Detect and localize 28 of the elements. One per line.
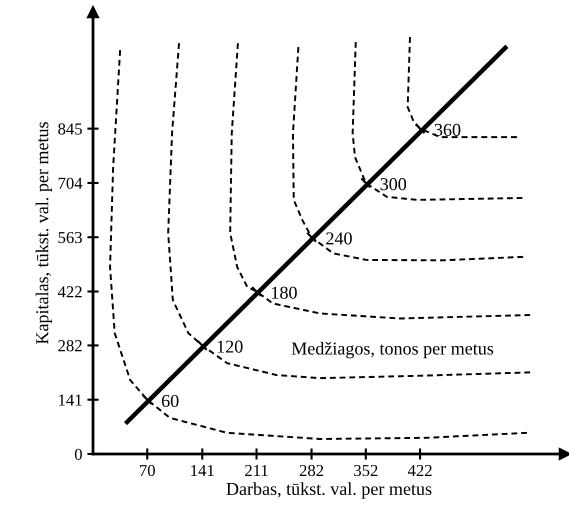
annotation: 300 — [380, 178, 406, 190]
point — [414, 123, 426, 134]
annotation: 60 — [162, 394, 179, 408]
y-tick-label: 141 — [59, 394, 82, 406]
annotation: Medžiagos, tonos per metus — [292, 342, 494, 358]
y-tick-label: 704 — [58, 178, 82, 189]
x-tick-label: 422 — [408, 464, 432, 476]
y-tick-label: 422 — [58, 286, 82, 298]
point — [196, 340, 208, 351]
annotation: 120 — [218, 340, 243, 353]
x-axis-title: Darbas, tūkst. val. per metus — [226, 482, 432, 499]
x-tick-label: 282 — [300, 464, 324, 476]
annotation: 360 — [434, 124, 460, 136]
annotation: 240 — [326, 232, 352, 245]
y-tick-label: 0 — [74, 448, 82, 460]
x-tick-label: 352 — [354, 464, 378, 476]
point — [360, 177, 372, 188]
point — [306, 232, 318, 243]
x-tick-label: 70 — [140, 464, 155, 476]
point — [251, 286, 262, 297]
y-axis-title: Kapitalas, tūkst. val. per metus — [36, 122, 52, 344]
annotation: 180 — [272, 286, 297, 299]
y-tick-label: 563 — [58, 232, 82, 244]
point — [142, 394, 153, 406]
y-tick-label: 845 — [58, 123, 82, 135]
x-tick-label: 211 — [245, 464, 268, 476]
x-tick-label: 141 — [191, 464, 214, 476]
y-tick-label: 282 — [58, 340, 82, 352]
